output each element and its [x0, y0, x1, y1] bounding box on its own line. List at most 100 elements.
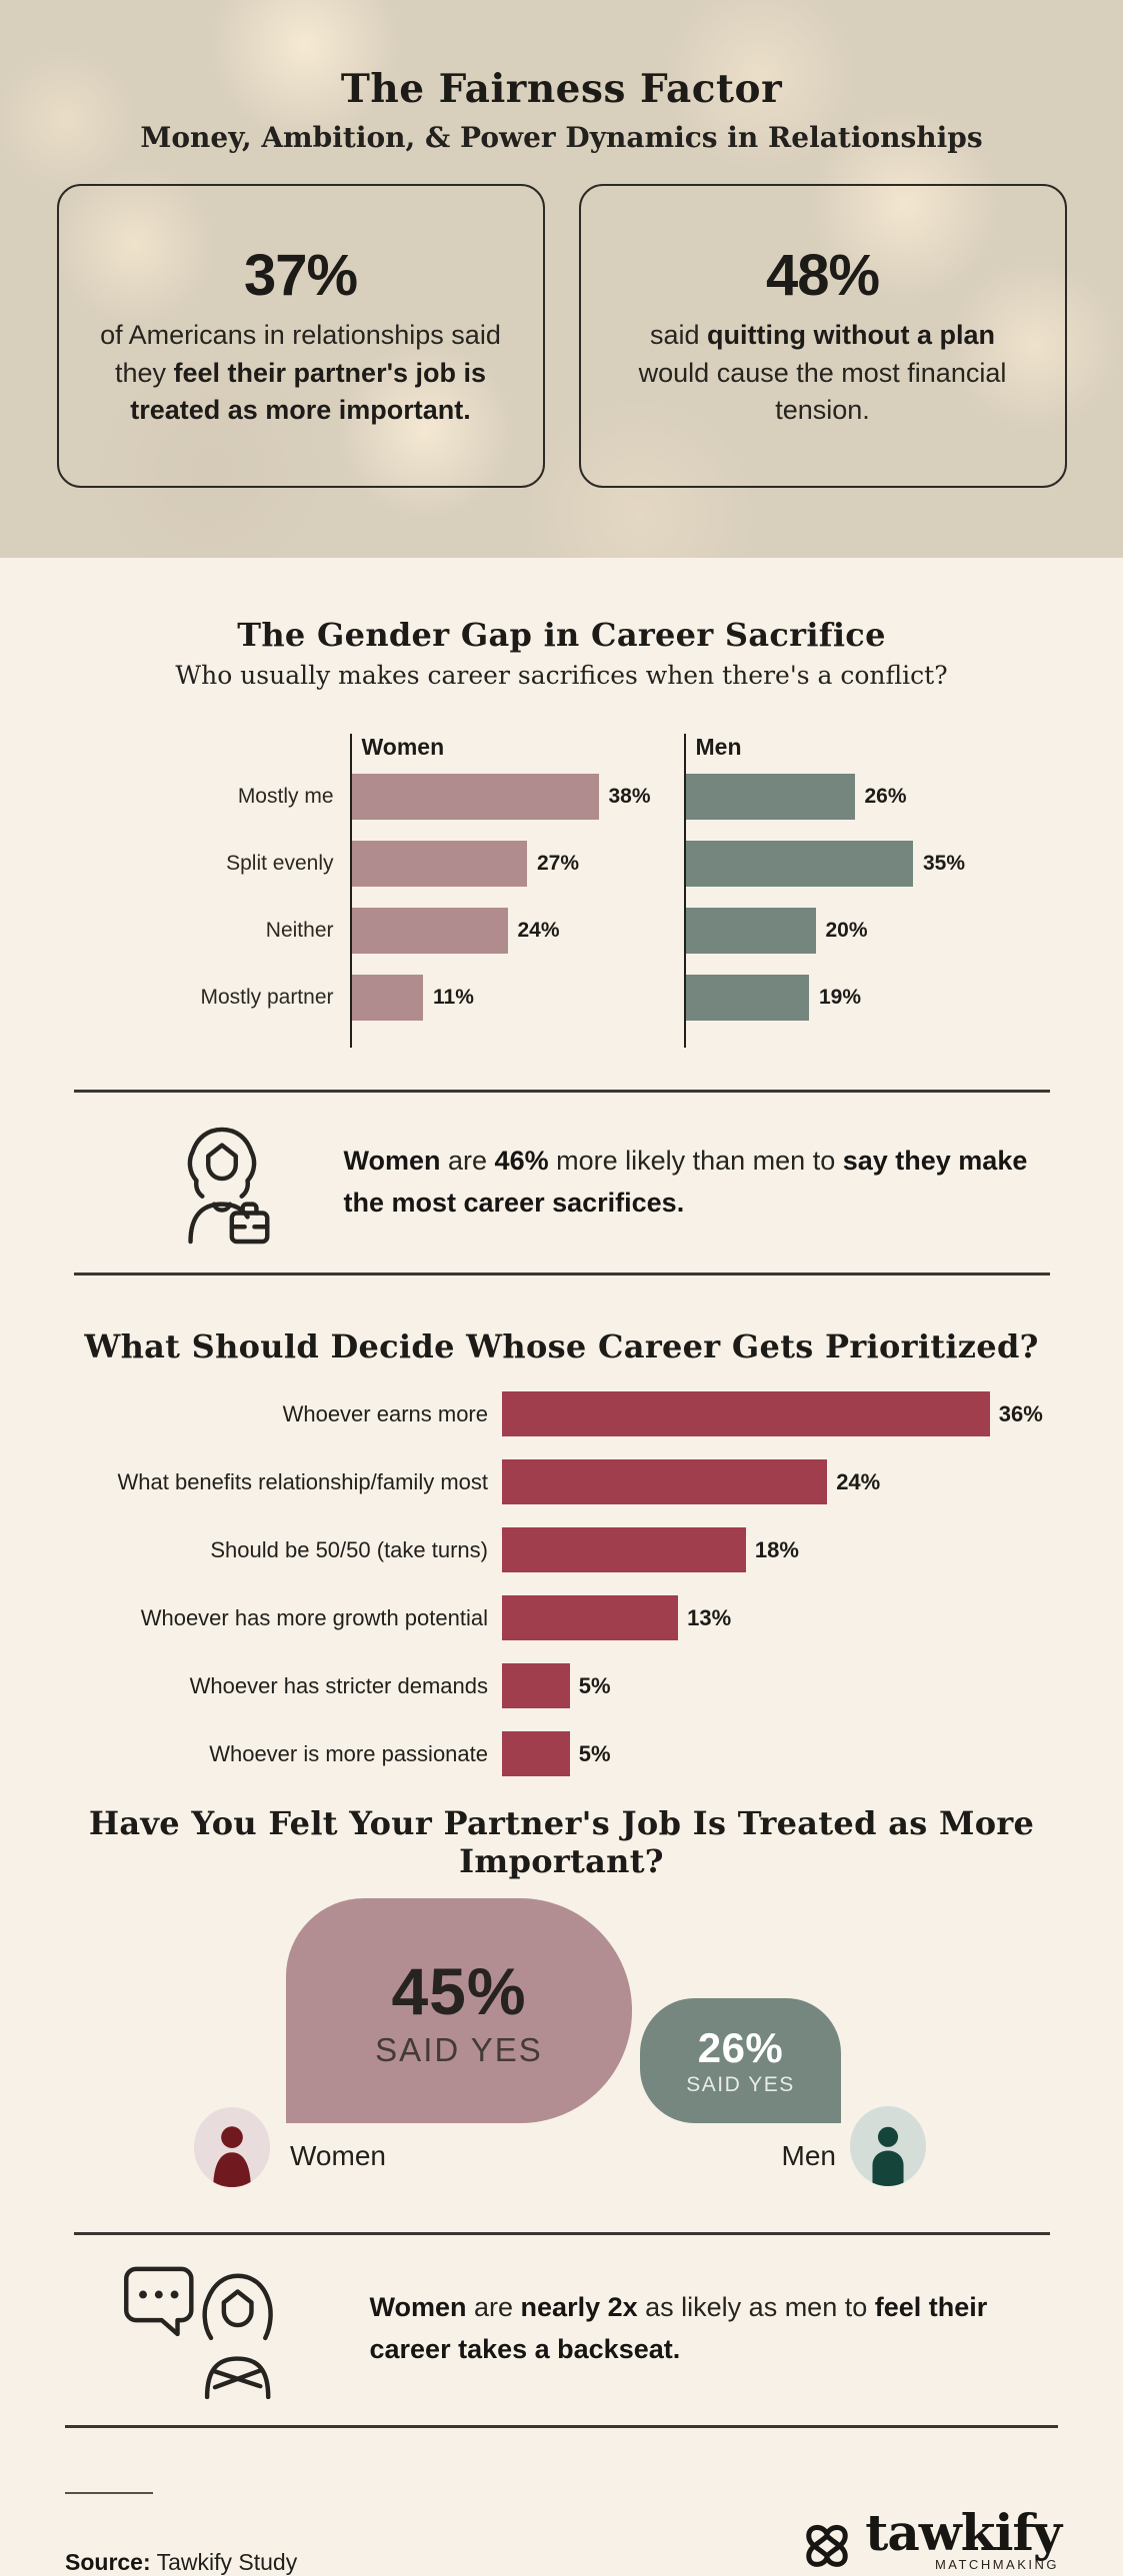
callout-career-sacrifices: Women are 46% more likely than men to sa… [72, 1117, 1052, 1249]
women-group-label: Women [290, 2140, 386, 2171]
bar-row: 20% [685, 908, 1092, 954]
divider [73, 1090, 1050, 1093]
bar-value: 38% [608, 785, 651, 808]
said-yes-section: Have You Felt Your Partner's Job Is Trea… [0, 1804, 1123, 2190]
gender-gap-section: The Gender Gap in Career Sacrifice Who u… [0, 616, 1123, 1048]
woman-briefcase-icon [158, 1117, 286, 1249]
section-subtitle: Who usually makes career sacrifices when… [175, 661, 948, 690]
bar-value: 19% [819, 986, 862, 1009]
bar-women-mostly-partner [351, 975, 423, 1021]
bar-men-split-evenly [685, 841, 913, 887]
bar-value: 24% [836, 1468, 881, 1494]
divider [73, 2232, 1050, 2235]
category-label: Whoever has stricter demands [189, 1672, 488, 1698]
section-title: What Should Decide Whose Career Gets Pri… [84, 1327, 1039, 1365]
men-group-label: Men [781, 2140, 836, 2171]
category-label: Neither [265, 919, 334, 942]
bar-row: 24% [351, 908, 684, 954]
female-silhouette-icon [194, 2107, 270, 2187]
category-label: Should be 50/50 (take turns) [210, 1536, 488, 1562]
hero-stat-row: 37% of Americans in relationships said t… [0, 184, 1123, 488]
brand-wordmark: tawkify [865, 2502, 1062, 2562]
men-series: Men 26% 35% 20% 19% [683, 734, 1092, 1048]
bar-value: 13% [687, 1604, 732, 1630]
stat-value: 48% [765, 242, 880, 308]
male-silhouette-icon [850, 2106, 926, 2186]
bar-value: 24% [517, 919, 560, 942]
divider [65, 2425, 1058, 2428]
said-yes-comparison: 45% SAID YES 26% SAID YES Women Men [0, 1898, 1123, 2190]
bar-row: 19% [685, 975, 1092, 1021]
women-yes-caption: SAID YES [375, 2030, 543, 2068]
bar-value: 36% [998, 1400, 1043, 1426]
bar-men-mostly-me [685, 774, 855, 820]
section-title: Have You Felt Your Partner's Job Is Trea… [88, 1804, 1035, 1880]
bar-row: Whoever has more growth potential 13% [30, 1595, 1123, 1640]
callout-career-backseat: Women are nearly 2x as likely as men to … [72, 2259, 1052, 2399]
tawkify-logo: tawkify MATCHMAKING [799, 2502, 1062, 2576]
callout-text: Women are 46% more likely than men to sa… [343, 1146, 1028, 1218]
bar-row: 26% [685, 774, 1092, 820]
tawkify-knot-icon [806, 2524, 849, 2567]
series-header-women: Women [361, 734, 445, 760]
bar-row: Should be 50/50 (take turns) 18% [30, 1527, 1123, 1572]
bar-row: 38% [351, 774, 684, 820]
stat-value: 37% [243, 242, 358, 308]
footer: Source: Tawkify Study tawkify MATCHMAKIN… [0, 2492, 1123, 2576]
bar-more-passionate [502, 1731, 570, 1776]
hero-section: The Fairness Factor Money, Ambition, & P… [0, 0, 1123, 558]
bar-women-split-evenly [351, 841, 527, 887]
category-label: Whoever earns more [282, 1400, 488, 1426]
bar-earns-more [502, 1391, 990, 1436]
men-yes-caption: SAID YES [686, 2073, 795, 2096]
category-label: Split evenly [226, 852, 334, 875]
bar-row: Whoever has stricter demands 5% [30, 1663, 1123, 1708]
bar-men-neither [685, 908, 816, 954]
category-label: Mostly partner [200, 986, 334, 1009]
stat-box-quitting: 48% said quitting without a plan would c… [578, 184, 1067, 488]
women-yes-value: 45% [391, 1953, 527, 2028]
bar-benefits-family [502, 1459, 828, 1504]
bar-value: 27% [537, 852, 580, 875]
series-header-men: Men [695, 734, 742, 760]
women-said-yes-blob: 45% SAID YES [286, 1898, 632, 2123]
bar-row: What benefits relationship/family most 24… [30, 1459, 1123, 1504]
section-title: The Gender Gap in Career Sacrifice [237, 616, 886, 654]
bar-row: 11% [351, 975, 684, 1021]
bar-value: 26% [864, 785, 907, 808]
page-title: The Fairness Factor [340, 66, 783, 112]
bar-value: 11% [433, 986, 474, 1009]
bar-row: 27% [351, 841, 684, 887]
bar-row: 35% [685, 841, 1092, 887]
bar-men-mostly-partner [685, 975, 809, 1021]
source-note: Source: Tawkify Study [65, 2549, 298, 2575]
stat-text: said quitting without a plan would cause… [638, 319, 1007, 426]
bar-value: 18% [754, 1536, 799, 1562]
bar-value: 5% [578, 1740, 611, 1766]
category-label: Whoever has more growth potential [140, 1604, 488, 1630]
small-divider [65, 2492, 153, 2494]
bar-stricter-demands [502, 1663, 570, 1708]
gender-dual-bar-chart: Mostly me Split evenly Neither Mostly pa… [32, 734, 1092, 1048]
women-series: Women 38% 27% 24% 11% [349, 734, 684, 1048]
category-labels: Mostly me Split evenly Neither Mostly pa… [32, 734, 350, 1048]
category-label: What benefits relationship/family most [117, 1468, 489, 1494]
woman-chat-icon [116, 2259, 312, 2399]
category-label: Whoever is more passionate [209, 1740, 488, 1766]
men-yes-value: 26% [697, 2024, 784, 2071]
bar-value: 20% [825, 919, 868, 942]
page-subtitle: Money, Ambition, & Power Dynamics in Rel… [140, 121, 983, 154]
brand-tagline: MATCHMAKING [934, 2557, 1059, 2573]
category-label: Mostly me [237, 785, 334, 808]
bar-row: Whoever earns more 36% [30, 1391, 1123, 1436]
men-said-yes-blob: 26% SAID YES [640, 1998, 841, 2123]
divider [73, 1273, 1050, 1276]
stat-text: of Americans in relationships said they … [100, 319, 501, 426]
bar-value: 35% [923, 852, 966, 875]
career-priority-section: What Should Decide Whose Career Gets Pri… [0, 1327, 1123, 1776]
callout-text: Women are nearly 2x as likely as men to … [369, 2292, 988, 2364]
bar-growth-potential [502, 1595, 679, 1640]
bar-women-mostly-me [351, 774, 599, 820]
bar-value: 5% [578, 1672, 611, 1698]
